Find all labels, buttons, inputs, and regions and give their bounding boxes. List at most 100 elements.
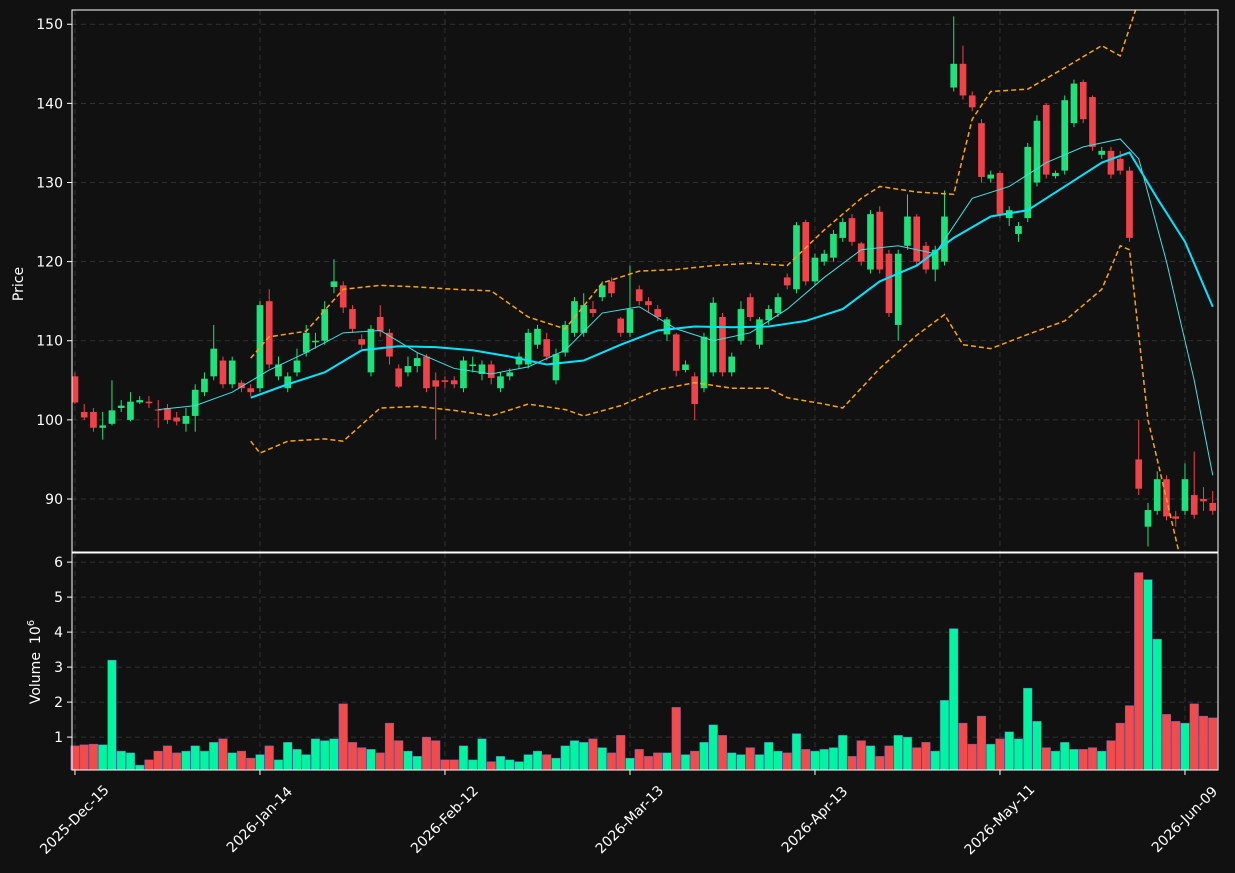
candle-body bbox=[839, 222, 847, 238]
candle-body bbox=[386, 332, 393, 357]
volume-bar bbox=[643, 756, 653, 771]
volume-bar bbox=[88, 743, 98, 771]
candle-body bbox=[654, 309, 662, 318]
candle-body bbox=[219, 360, 227, 385]
candle-body bbox=[645, 301, 652, 306]
candle-body bbox=[506, 372, 514, 377]
candle-body bbox=[700, 336, 708, 389]
candle-body bbox=[247, 388, 255, 393]
indicator-line bbox=[250, 151, 1214, 399]
y-tick-label: 3 bbox=[54, 660, 63, 676]
volume-bar bbox=[560, 745, 570, 771]
candle-body bbox=[580, 305, 588, 333]
candle-body bbox=[876, 211, 884, 270]
volume-label: Volume bbox=[28, 652, 44, 704]
volume-bar bbox=[579, 742, 589, 771]
volume-bar bbox=[338, 703, 348, 771]
volume-bar bbox=[616, 735, 626, 771]
volume-bar bbox=[653, 752, 663, 771]
volume-bar bbox=[1032, 721, 1042, 771]
y-tick-label: 1 bbox=[54, 730, 63, 746]
candle-body bbox=[857, 243, 865, 262]
candle-body bbox=[228, 360, 236, 385]
candle-body bbox=[256, 305, 264, 389]
volume-bar bbox=[116, 750, 126, 771]
candle-body bbox=[117, 405, 125, 408]
candle-body bbox=[404, 366, 412, 373]
volume-bar bbox=[273, 759, 283, 771]
candle-body bbox=[978, 123, 985, 177]
volume-bar bbox=[764, 742, 774, 771]
candle-body bbox=[284, 376, 292, 389]
candle-body bbox=[515, 356, 523, 365]
volume-bar bbox=[440, 759, 450, 771]
candle-body bbox=[617, 318, 625, 333]
candle-body bbox=[191, 389, 199, 416]
volume-bar bbox=[347, 742, 357, 771]
candle-body bbox=[1024, 146, 1032, 219]
volume-bar bbox=[190, 745, 200, 771]
candle-body bbox=[154, 409, 162, 411]
candle-body bbox=[376, 317, 384, 332]
candle-body bbox=[423, 356, 430, 389]
volume-bar bbox=[135, 764, 145, 771]
volume-bar bbox=[865, 745, 876, 771]
volume-bar bbox=[773, 750, 783, 771]
volume-bar bbox=[310, 738, 320, 771]
candle-body bbox=[302, 332, 310, 353]
panel-frame bbox=[71, 552, 1219, 771]
y-tick-label: 5 bbox=[54, 590, 63, 606]
candle-body bbox=[1070, 83, 1078, 124]
candle-body bbox=[867, 214, 874, 270]
y-tick-label: 110 bbox=[36, 334, 63, 350]
volume-bar bbox=[1087, 747, 1098, 771]
candle-body bbox=[99, 425, 107, 428]
candle-body bbox=[1190, 495, 1198, 515]
volume-bar bbox=[847, 756, 857, 771]
volume-bar bbox=[1013, 738, 1024, 771]
volume-offset-exp: 6 bbox=[26, 620, 37, 626]
candle-body bbox=[783, 277, 791, 286]
candle-body bbox=[1200, 498, 1207, 502]
volume-bar bbox=[1180, 722, 1190, 771]
volume-bar bbox=[986, 743, 996, 771]
candle-body bbox=[413, 358, 421, 367]
candle-body bbox=[1107, 150, 1115, 175]
candle-body bbox=[543, 339, 551, 357]
indicator-line bbox=[250, 10, 1137, 359]
volume-bar bbox=[209, 742, 219, 771]
candle-body bbox=[728, 356, 736, 373]
volume-bar bbox=[1143, 579, 1153, 771]
volume-bar bbox=[468, 759, 478, 771]
indicator-line bbox=[250, 244, 1180, 552]
volume-bar bbox=[921, 742, 931, 771]
volume-bar bbox=[181, 750, 191, 771]
volume-bar bbox=[394, 740, 404, 771]
candle-body bbox=[848, 218, 856, 242]
candle-body bbox=[756, 319, 763, 345]
candle-body bbox=[931, 249, 939, 270]
volume-bar bbox=[532, 750, 542, 771]
candle-body bbox=[561, 324, 569, 353]
candle-body bbox=[487, 364, 495, 378]
volume-bar bbox=[227, 752, 237, 771]
candle-body bbox=[182, 415, 190, 424]
volume-bar bbox=[153, 750, 163, 771]
volume-bar bbox=[1189, 703, 1199, 771]
candle-body bbox=[275, 364, 282, 377]
volume-bar bbox=[246, 757, 256, 771]
volume-bar bbox=[902, 736, 913, 771]
volume-bar bbox=[810, 750, 820, 771]
volume-bar bbox=[384, 722, 394, 771]
candle-body bbox=[672, 334, 680, 371]
volume-bar bbox=[1041, 747, 1051, 771]
volume-bar bbox=[736, 754, 746, 771]
volume-bar bbox=[283, 742, 293, 771]
volume-bar bbox=[708, 724, 718, 771]
volume-bar bbox=[893, 735, 903, 771]
candle-body bbox=[589, 309, 597, 314]
volume-bar bbox=[366, 749, 376, 771]
volume-bar bbox=[1004, 731, 1014, 771]
volume-bar bbox=[588, 738, 598, 771]
